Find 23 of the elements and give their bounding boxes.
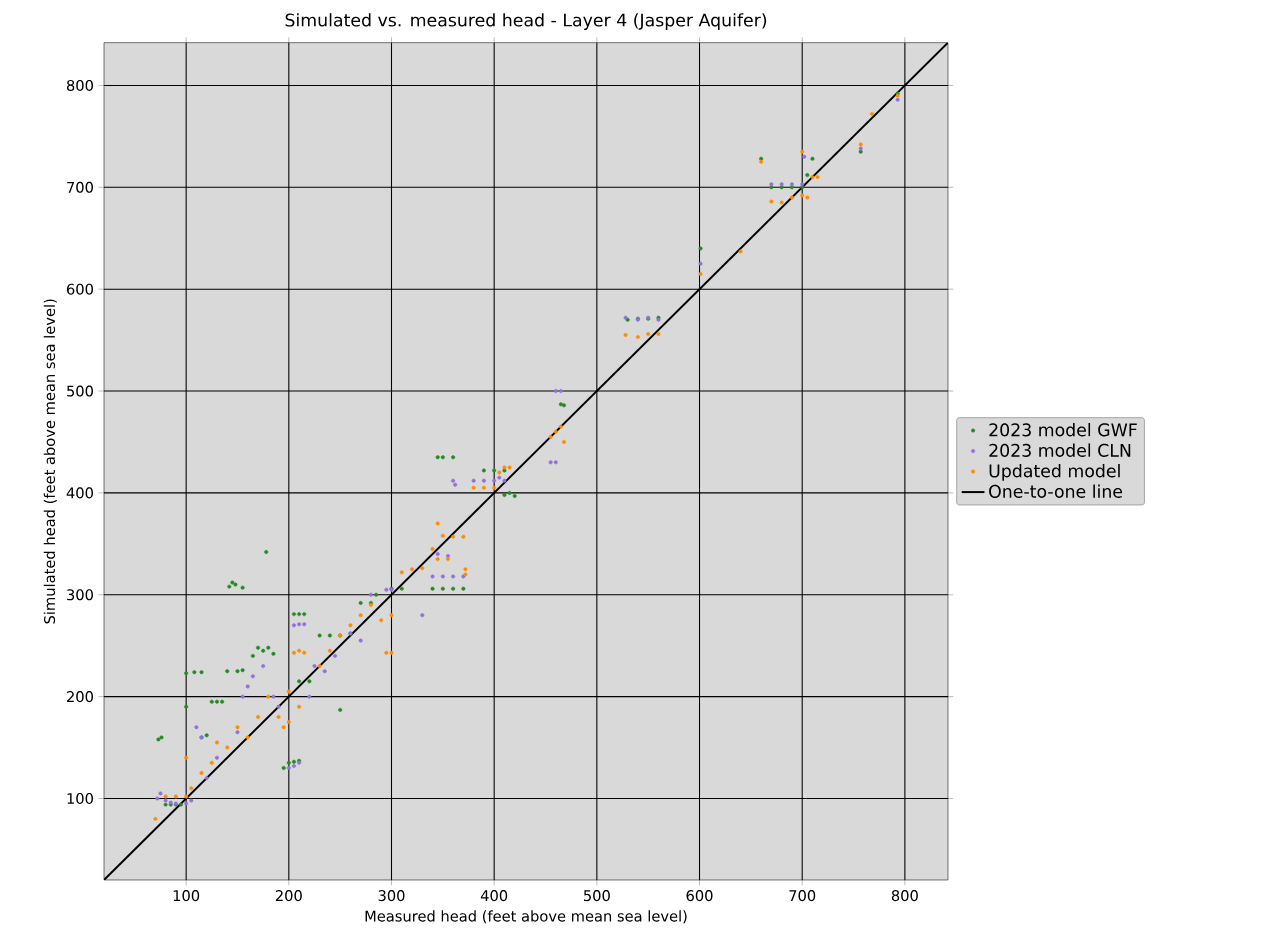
chart-title: Simulated vs. measured head - Layer 4 (Jasper Aquifer) bbox=[285, 13, 767, 31]
x-tick-label: 200 bbox=[275, 890, 302, 902]
legend-label: One-to-one line bbox=[989, 484, 1123, 499]
y-tick-label: 800 bbox=[66, 80, 93, 92]
x-tick-label: 800 bbox=[891, 890, 918, 902]
x-axis-title: Measured head (feet above mean sea level) bbox=[365, 910, 687, 924]
y-tick-label: 100 bbox=[67, 793, 93, 805]
x-tick-label: 600 bbox=[686, 890, 713, 902]
x-tick-label: 100 bbox=[173, 890, 200, 902]
x-tick-label: 700 bbox=[789, 890, 816, 902]
y-tick-label: 600 bbox=[66, 283, 93, 295]
legend-label: 2023 model CLN bbox=[989, 443, 1131, 458]
legend-label: 2023 model GWF bbox=[989, 423, 1137, 437]
y-tick-label: 500 bbox=[67, 385, 93, 397]
y-tick-label: 300 bbox=[67, 589, 93, 601]
x-tick-label: 500 bbox=[583, 890, 610, 902]
y-tick-label: 400 bbox=[66, 487, 93, 499]
y-axis-title: Simulated head (feet above mean sea level) bbox=[43, 299, 57, 624]
legend-label: Updated model bbox=[989, 464, 1120, 481]
y-tick-label: 700 bbox=[67, 181, 93, 194]
x-tick-label: 400 bbox=[480, 890, 508, 902]
y-tick-label: 200 bbox=[67, 691, 93, 703]
x-tick-label: 300 bbox=[378, 890, 405, 902]
